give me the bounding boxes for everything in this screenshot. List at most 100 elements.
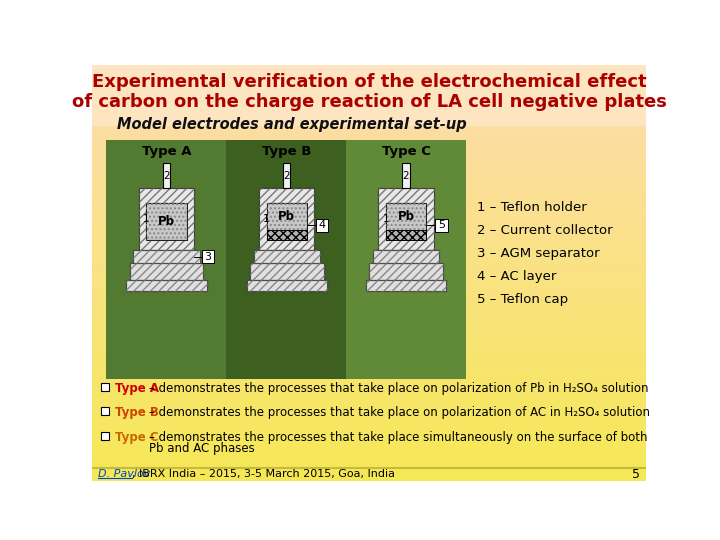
Bar [92, 75, 647, 76]
Bar [92, 396, 647, 398]
Bar [92, 143, 647, 144]
Bar [92, 426, 647, 427]
Bar [92, 164, 647, 165]
Bar [92, 379, 647, 380]
Bar [92, 107, 647, 109]
Bar [92, 83, 647, 84]
Text: 1: 1 [143, 214, 150, 224]
Bar [92, 269, 647, 271]
Bar [133, 249, 199, 264]
Text: – demonstrates the processes that take place simultaneously on the surface of bo: – demonstrates the processes that take p… [149, 431, 647, 444]
Bar [92, 326, 647, 328]
Bar [92, 131, 647, 133]
Bar [92, 320, 647, 321]
Bar [386, 231, 426, 240]
Bar [92, 210, 647, 211]
Text: Pb: Pb [158, 215, 175, 228]
Bar [92, 258, 647, 260]
Bar [92, 198, 647, 200]
Bar [92, 193, 647, 195]
Bar [373, 249, 439, 264]
Bar [92, 139, 647, 141]
Bar [92, 336, 647, 338]
Bar [92, 281, 647, 282]
Bar [92, 201, 647, 203]
Bar [92, 305, 647, 307]
Bar [92, 162, 647, 164]
Bar [92, 297, 647, 299]
Bar [92, 471, 647, 472]
Text: – demonstrates the processes that take place on polarization of AC in H₂SO₄ solu: – demonstrates the processes that take p… [149, 406, 649, 420]
Bar [92, 260, 647, 261]
Bar [92, 349, 647, 350]
Bar [92, 195, 647, 197]
Bar [92, 435, 647, 437]
Bar [266, 231, 307, 240]
Bar [92, 338, 647, 339]
Bar [246, 280, 327, 291]
Bar [92, 149, 647, 151]
Bar [92, 231, 647, 232]
Bar [92, 331, 647, 333]
Text: 2 – Current collector: 2 – Current collector [477, 224, 613, 237]
Bar [92, 463, 647, 464]
Text: D. Pavlov: D. Pavlov [98, 469, 150, 480]
Bar [92, 450, 647, 451]
Bar [92, 413, 647, 414]
Bar [386, 204, 426, 240]
Bar [346, 140, 466, 379]
Text: 1: 1 [382, 214, 390, 224]
Bar [92, 302, 647, 303]
Bar [92, 329, 647, 331]
Bar [92, 383, 647, 385]
Bar [92, 66, 647, 68]
Bar [92, 87, 647, 89]
Bar [92, 128, 647, 130]
Bar [92, 313, 647, 315]
Bar [92, 477, 647, 479]
Bar [92, 458, 647, 460]
Bar [92, 71, 647, 73]
Bar [92, 208, 647, 210]
Bar [127, 280, 207, 291]
Bar [92, 395, 647, 396]
Bar [92, 318, 647, 320]
Bar [373, 249, 439, 264]
Text: Type B: Type B [262, 145, 311, 158]
Text: of carbon on the charge reaction of LA cell negative plates: of carbon on the charge reaction of LA c… [71, 93, 667, 111]
Bar [92, 73, 647, 75]
Bar [92, 130, 647, 131]
Text: Pb and AC phases: Pb and AC phases [149, 442, 255, 455]
Bar [92, 346, 647, 347]
Text: Pb: Pb [278, 211, 295, 224]
Text: Model electrodes and experimental set-up: Model electrodes and experimental set-up [117, 117, 467, 132]
Bar [92, 359, 647, 360]
Bar [92, 271, 647, 273]
Text: 1: 1 [264, 214, 270, 224]
Bar [92, 79, 647, 81]
Text: Type B: Type B [115, 406, 159, 420]
Bar [92, 261, 647, 263]
Bar [92, 177, 647, 179]
Bar [92, 294, 647, 295]
Bar [92, 96, 647, 97]
Bar [92, 253, 647, 255]
Bar [92, 185, 647, 187]
Bar [92, 176, 647, 177]
Bar [266, 231, 307, 240]
Bar [92, 291, 647, 292]
Bar [316, 219, 328, 232]
Bar [92, 184, 647, 185]
Bar [92, 222, 647, 224]
Bar [92, 216, 647, 218]
Bar [92, 160, 647, 162]
Bar [92, 117, 647, 118]
Bar [92, 363, 647, 365]
Bar [92, 362, 647, 363]
Bar [92, 339, 647, 341]
Bar [92, 303, 647, 305]
Bar [259, 188, 315, 249]
Bar [92, 341, 647, 342]
Bar [92, 419, 647, 421]
Bar [92, 171, 647, 172]
